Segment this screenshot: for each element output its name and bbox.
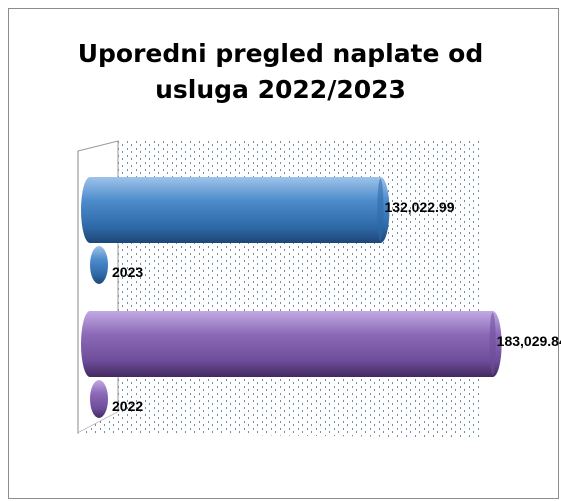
bar-2023 [81,177,389,243]
value-label-2022: 183,029.84 [497,333,561,349]
category-label-2023: 2023 [112,264,143,280]
value-label-2023: 132,022.99 [384,199,454,215]
bar-2023-end-cap [377,179,383,242]
bar-2022 [81,311,502,377]
bar-2022-base-cap [90,380,108,418]
floor [78,412,479,438]
bar-2022-end-cap [490,313,496,376]
bar-2023-base-cap [90,246,108,284]
category-label-2022: 2022 [112,398,143,414]
